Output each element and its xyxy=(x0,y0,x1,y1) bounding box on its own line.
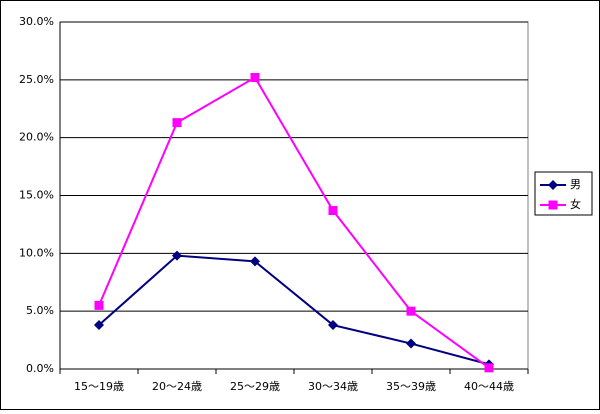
x-tick-label: 40～44歳 xyxy=(464,380,514,393)
legend-marker xyxy=(548,200,558,210)
y-tick-label: 10.0% xyxy=(19,246,54,259)
series-line xyxy=(98,254,490,366)
data-point xyxy=(94,320,104,331)
y-tick-label: 15.0% xyxy=(19,189,54,202)
data-point xyxy=(406,338,416,349)
x-tick-label: 25～29歳 xyxy=(230,380,280,393)
x-tick-label: 35～39歳 xyxy=(386,380,436,393)
data-point xyxy=(94,300,104,310)
series-line xyxy=(98,76,490,369)
data-point xyxy=(406,306,416,316)
data-point xyxy=(328,320,338,331)
y-tick-label: 5.0% xyxy=(26,304,54,317)
legend-label: 男 xyxy=(570,178,581,191)
x-tick-label: 30～34歳 xyxy=(308,380,358,393)
legend-box xyxy=(534,171,593,216)
x-tick-label: 15～19歳 xyxy=(74,380,124,393)
data-point xyxy=(484,363,494,373)
y-tick-label: 20.0% xyxy=(19,131,54,144)
legend-label: 女 xyxy=(570,197,581,211)
legend-marker xyxy=(548,180,558,190)
data-point xyxy=(250,73,260,83)
y-tick-label: 0.0% xyxy=(26,362,54,375)
data-point xyxy=(172,118,182,128)
x-tick-label: 20～24歳 xyxy=(152,380,202,393)
y-tick-label: 25.0% xyxy=(19,73,54,86)
data-point xyxy=(172,250,182,261)
data-point xyxy=(328,206,338,216)
y-tick-label: 30.0% xyxy=(19,15,54,28)
data-point xyxy=(250,256,260,267)
